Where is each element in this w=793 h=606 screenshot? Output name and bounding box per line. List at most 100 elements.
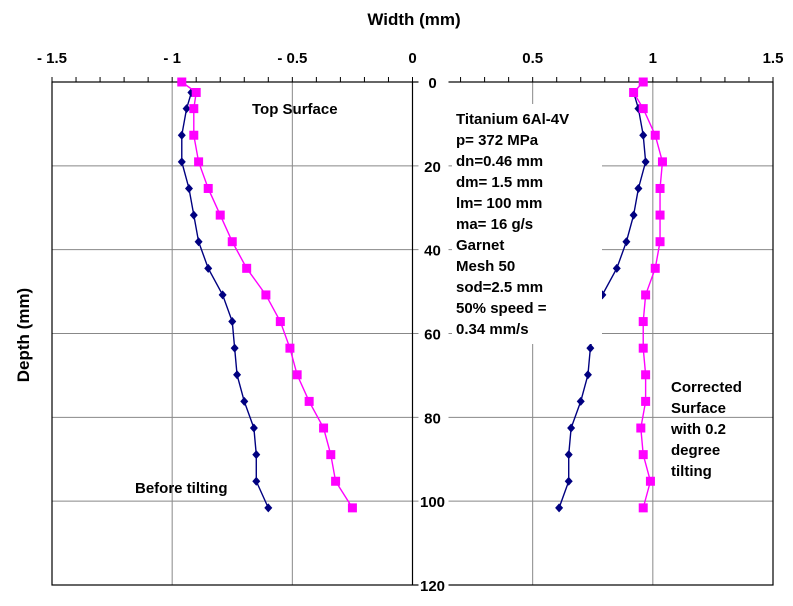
square-marker	[655, 237, 665, 247]
y-tick-label-bg	[418, 407, 449, 426]
diamond-marker	[641, 157, 650, 167]
diamond-marker	[252, 450, 261, 460]
diamond-marker	[555, 503, 564, 513]
y-tick-label-bg	[418, 491, 449, 510]
parameter-line: lm= 100 mm	[456, 195, 542, 212]
y-tick-label: 20	[424, 159, 441, 176]
diamond-marker	[567, 423, 576, 433]
series-corrected-surface	[177, 77, 357, 513]
square-marker	[194, 157, 204, 167]
parameter-line: sod=2.5 mm	[456, 279, 543, 296]
series-layer	[177, 77, 667, 513]
diamond-marker	[564, 450, 573, 460]
square-marker	[638, 503, 648, 513]
diamond-marker	[576, 396, 585, 406]
parameter-line: Garnet	[456, 237, 504, 254]
x-tick-label: 1	[649, 50, 657, 67]
square-marker	[285, 343, 295, 353]
diamond-marker	[583, 370, 592, 380]
square-marker	[347, 503, 357, 513]
diamond-marker	[204, 263, 213, 273]
square-marker	[650, 130, 660, 140]
parameter-line: 0.34 mm/s	[456, 321, 529, 338]
annotation-before-tilting: Before tilting	[135, 480, 228, 497]
x-tick-label: - 0.5	[277, 50, 307, 67]
square-marker	[191, 87, 201, 97]
diamond-marker	[249, 423, 258, 433]
corrected-line: Corrected	[671, 379, 742, 396]
parameter-line: Titanium 6Al-4V	[456, 111, 569, 128]
corrected-line: Surface	[671, 400, 726, 417]
square-marker	[331, 476, 341, 486]
y-tick-label-bg	[418, 575, 449, 593]
y-tick-label-bg	[418, 239, 449, 258]
y-tick-label-bg	[418, 155, 449, 174]
square-marker	[641, 396, 651, 406]
diamond-marker	[564, 476, 573, 486]
square-marker	[645, 476, 655, 486]
x-tick-label: - 1.5	[37, 50, 67, 67]
y-tick-label: 0	[428, 75, 436, 92]
diamond-marker	[189, 210, 198, 220]
square-marker	[655, 210, 665, 220]
square-marker	[326, 450, 336, 460]
diamond-marker	[177, 157, 186, 167]
y-axis: 0 20 40 60 80 100 120	[418, 72, 449, 595]
square-marker	[177, 77, 187, 87]
diamond-marker	[233, 370, 242, 380]
diamond-marker	[612, 263, 621, 273]
x-axis-title: Width (mm)	[367, 10, 460, 29]
y-axis-title: Depth (mm)	[14, 288, 33, 382]
y-tick-label: 100	[420, 494, 445, 511]
diamond-marker	[228, 317, 237, 327]
square-marker	[189, 104, 199, 114]
square-marker	[638, 77, 648, 87]
square-marker	[261, 290, 271, 300]
series-line	[181, 92, 269, 509]
square-marker	[641, 370, 651, 380]
diamond-marker	[639, 130, 648, 140]
y-tick-label: 60	[424, 327, 441, 344]
corrected-line: with 0.2	[670, 421, 726, 438]
square-marker	[638, 450, 648, 460]
square-marker	[638, 104, 648, 114]
diamond-marker	[194, 237, 203, 247]
diamond-marker	[252, 476, 261, 486]
square-marker	[203, 183, 213, 193]
series-corrected-surface	[629, 77, 667, 513]
annotation-background	[452, 104, 602, 344]
square-marker	[629, 87, 639, 97]
square-marker	[242, 263, 252, 273]
y-tick-label: 40	[424, 243, 441, 260]
x-tick-label: - 1	[163, 50, 181, 67]
corrected-line: tilting	[671, 463, 712, 480]
diamond-marker	[230, 343, 239, 353]
x-tick-label: 0	[408, 50, 416, 67]
y-tick-label-bg	[418, 72, 449, 90]
diamond-marker	[586, 343, 595, 353]
parameter-line: dn=0.46 mm	[456, 153, 543, 170]
diamond-marker	[629, 210, 638, 220]
parameter-line: 50% speed =	[456, 300, 547, 317]
square-marker	[292, 370, 302, 380]
diamond-marker	[218, 290, 227, 300]
square-marker	[189, 130, 199, 140]
x-tick-label: 0.5	[522, 50, 543, 67]
square-marker	[304, 396, 314, 406]
diamond-marker	[182, 104, 191, 114]
parameter-line: Mesh 50	[456, 258, 515, 275]
annotation-top-surface: Top Surface	[252, 101, 338, 118]
diamond-marker	[264, 503, 273, 513]
series-before-tilting	[177, 87, 273, 513]
annotation-test-parameters: Titanium 6Al-4V p= 372 MPa dn=0.46 mm dm= 1…	[452, 104, 602, 344]
diamond-marker	[240, 396, 249, 406]
square-marker	[638, 317, 648, 327]
square-marker	[638, 343, 648, 353]
parameter-line: ma= 16 g/s	[456, 216, 533, 233]
parameter-line: p= 372 MPa	[456, 132, 539, 149]
parameter-line: dm= 1.5 mm	[456, 174, 543, 191]
diamond-marker	[622, 237, 631, 247]
square-marker	[641, 290, 651, 300]
square-marker	[215, 210, 225, 220]
square-marker	[227, 237, 237, 247]
